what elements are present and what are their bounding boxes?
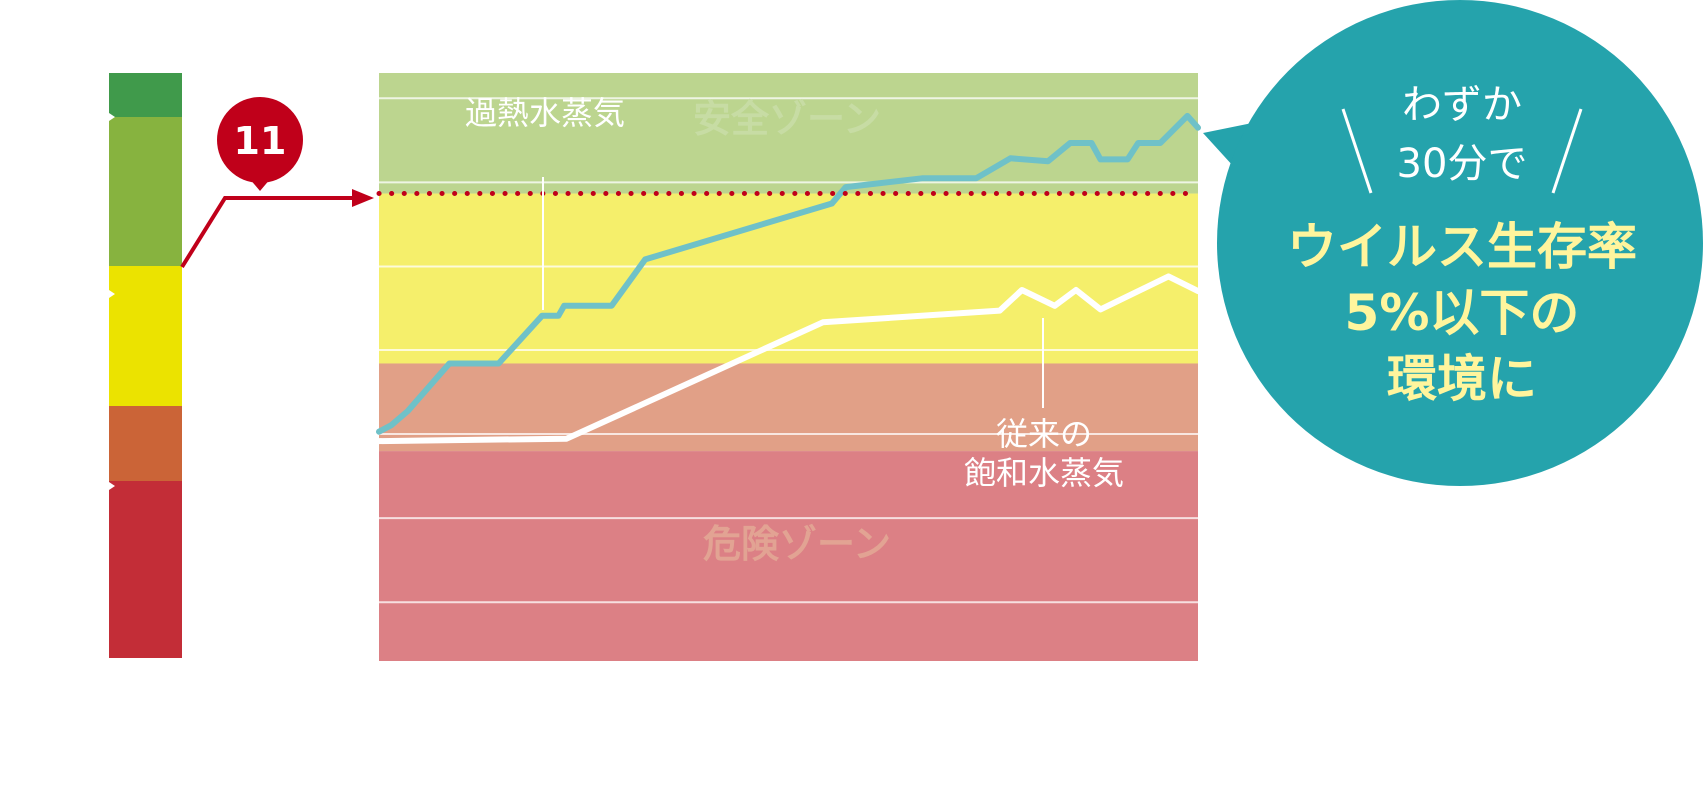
scale-notch <box>109 482 115 490</box>
marker-pin: 11 <box>217 97 303 191</box>
callout-decor-slash-left <box>1341 108 1373 194</box>
chart-zones <box>379 73 1198 661</box>
scale-segment-dark-green <box>109 73 182 117</box>
series-line-saturated-steam <box>376 273 1201 445</box>
series-label-saturated-line1: 従来の <box>996 415 1092 453</box>
scale-notch <box>109 290 115 298</box>
scale-segment-orange <box>109 406 182 481</box>
scale-segment-red <box>109 481 182 658</box>
marker-pin-circle <box>217 97 303 183</box>
callout-bubble-circle <box>1217 0 1703 486</box>
callout-text-line2: 30分で <box>1397 141 1528 187</box>
callout-bubble: わずか 30分で ウイルス生存率 5%以下の 環境に <box>1203 0 1703 486</box>
series-line-superheated-steam <box>376 112 1201 435</box>
marker-arrowhead <box>352 189 374 207</box>
gridlines <box>379 97 1198 604</box>
marker-pin-tail <box>249 178 271 191</box>
callout-highlight-line3: 環境に <box>1387 350 1537 408</box>
callout-highlight-line2: 5%以下の <box>1345 284 1580 342</box>
callout-decor-slash-right <box>1551 108 1583 194</box>
callout-text-line1: わずか <box>1402 82 1522 128</box>
scale-segment-yellow <box>109 266 182 406</box>
zone-safe <box>379 73 1198 194</box>
scale-notch <box>109 113 115 121</box>
marker-pin-label: 11 <box>234 119 287 163</box>
callout-highlight-line1: ウイルス生存率 <box>1287 218 1637 276</box>
marker-connector-line <box>180 196 358 269</box>
zone-label-danger: 危険ゾーン <box>703 522 891 566</box>
series-label-saturated-line2: 飽和水蒸気 <box>964 454 1124 492</box>
zone-danger <box>379 451 1198 661</box>
color-scale <box>109 73 182 658</box>
zone-label-safe: 安全ゾーン <box>693 97 881 141</box>
series-label-superheated: 過熱水蒸気 <box>465 94 625 132</box>
scale-segment-green <box>109 117 182 266</box>
